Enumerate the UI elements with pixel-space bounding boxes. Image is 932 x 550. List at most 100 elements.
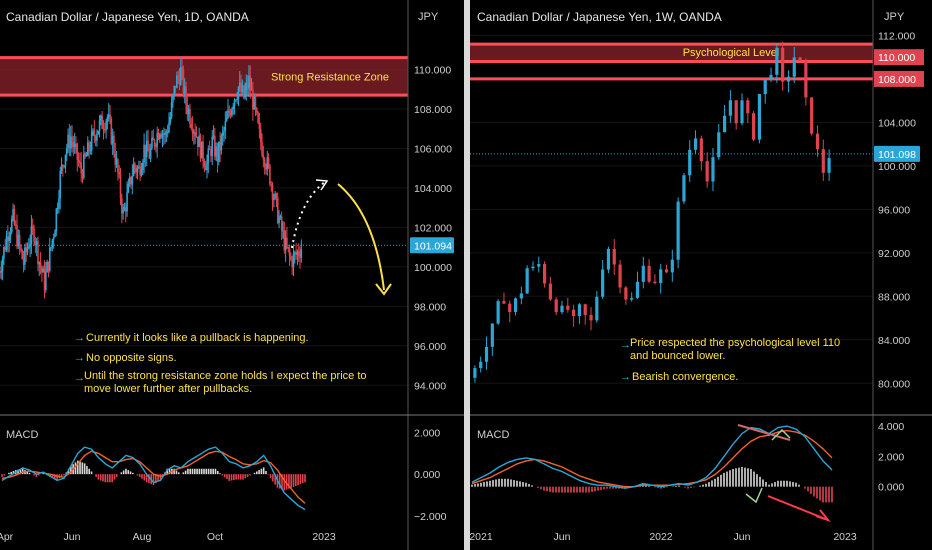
price-tick-label: 100.000 — [878, 161, 916, 173]
candle-body — [624, 287, 628, 300]
candle-body — [214, 135, 216, 157]
daily-chart-panel: Strong Resistance Zone Canadian Dollar /… — [0, 0, 464, 550]
candle-body — [22, 259, 25, 265]
resistance-zone-label: Strong Resistance Zone — [271, 71, 389, 83]
weekly-currency-label: JPY — [884, 11, 905, 23]
candle-body — [4, 247, 7, 250]
candle-body — [169, 116, 172, 123]
candle-body — [182, 69, 185, 94]
candle-body — [267, 157, 270, 166]
candle-body — [45, 272, 47, 291]
candle-body — [122, 210, 124, 214]
time-tick-label: Jun — [734, 531, 751, 543]
candle-body — [110, 119, 113, 144]
candle-body — [0, 271, 3, 273]
time-tick-label: 2023 — [833, 531, 857, 543]
candle-body — [76, 143, 79, 161]
candle-body — [193, 132, 195, 134]
candle-body — [262, 155, 265, 160]
candle-body — [566, 305, 570, 310]
annotation-arrow-icon: → — [74, 372, 85, 384]
candle-body — [89, 150, 92, 152]
weekly-level-badges: 110.000 108.000 — [874, 49, 924, 87]
candle-body — [73, 143, 76, 148]
time-tick-label: 2022 — [649, 531, 673, 543]
candle-body — [123, 207, 126, 211]
candle-body — [165, 132, 168, 134]
candle-body — [83, 153, 85, 178]
candle-body — [781, 47, 785, 82]
candle-body — [246, 82, 249, 89]
candle-body — [554, 299, 558, 313]
candle-body — [140, 170, 143, 176]
price-tick-label: 104.000 — [878, 117, 916, 129]
candle-body — [653, 281, 657, 284]
candle-body — [101, 115, 103, 129]
candle-body — [84, 153, 86, 157]
weekly-last-price-box — [874, 145, 920, 162]
candle-body — [20, 245, 22, 250]
candle-body — [107, 114, 110, 118]
price-tick-label: 92.000 — [878, 248, 910, 260]
candle-body — [9, 232, 12, 237]
candle-body — [97, 130, 100, 135]
weekly-last-price-label: 101.098 — [878, 149, 916, 161]
candle-body — [130, 176, 132, 185]
candle-body — [160, 134, 162, 138]
candle-body — [244, 90, 246, 98]
candle-body — [10, 218, 13, 233]
candle-body — [757, 93, 762, 140]
candle-body — [94, 136, 97, 141]
candle-body — [279, 216, 282, 218]
candle-body — [606, 248, 611, 270]
candle-body — [240, 82, 242, 93]
candle-body — [148, 151, 151, 159]
macd-signal-line — [1, 450, 306, 504]
daily-macd-ticks: 2.000 0.000 −2.000 — [414, 428, 447, 523]
weekly-annotation-1-box: Price respected the psychological level … — [630, 337, 840, 362]
candle-body — [548, 283, 552, 300]
level-badge-label: 108.000 — [878, 74, 916, 86]
candle-body — [204, 166, 207, 171]
weekly-price-ticks: 112.000 104.000 100.000 96.000 92.000 88.000 8… — [878, 30, 916, 390]
candle-body — [100, 115, 102, 121]
price-tick-label: 80.000 — [878, 378, 910, 390]
candle-body — [194, 132, 197, 137]
daily-last-price-label: 101.094 — [414, 240, 452, 252]
weekly-chart-panel: Psychological Level Canadian Dollar / Ja… — [469, 0, 932, 550]
price-tick-label: 94.000 — [414, 380, 446, 392]
candle-body — [79, 162, 81, 164]
candle-body — [537, 264, 541, 267]
candle-body — [25, 247, 27, 253]
candle-body — [33, 228, 35, 242]
candle-body — [69, 136, 72, 149]
candle-body — [484, 346, 489, 362]
candle-body — [181, 67, 183, 70]
price-tick-label: 98.000 — [414, 301, 446, 313]
candle-body — [746, 100, 750, 114]
forecast-arrowhead-icon — [375, 283, 392, 296]
candle-body — [210, 149, 212, 156]
candle-body — [717, 132, 721, 158]
weekly-chart-title: Canadian Dollar / Japanese Yen, 1W, OAND… — [477, 10, 722, 24]
candle-body — [42, 268, 45, 273]
candle-body — [162, 133, 165, 135]
candle-body — [144, 144, 147, 158]
candle-body — [173, 86, 176, 96]
candle-body — [26, 247, 29, 253]
candle-body — [519, 293, 523, 299]
candle-body — [254, 96, 257, 109]
candle-body — [215, 146, 217, 157]
candle-body — [286, 237, 288, 247]
candle-body — [630, 297, 634, 300]
candle-body — [152, 137, 155, 141]
candle-body — [635, 281, 640, 298]
candle-body — [88, 142, 90, 151]
candle-body — [7, 236, 9, 242]
panel-divider — [464, 0, 470, 550]
candle-body — [134, 163, 136, 168]
candle-body — [106, 117, 109, 122]
weekly-annotation-2: Bearish convergence. — [632, 371, 738, 383]
candle-body — [85, 155, 88, 157]
